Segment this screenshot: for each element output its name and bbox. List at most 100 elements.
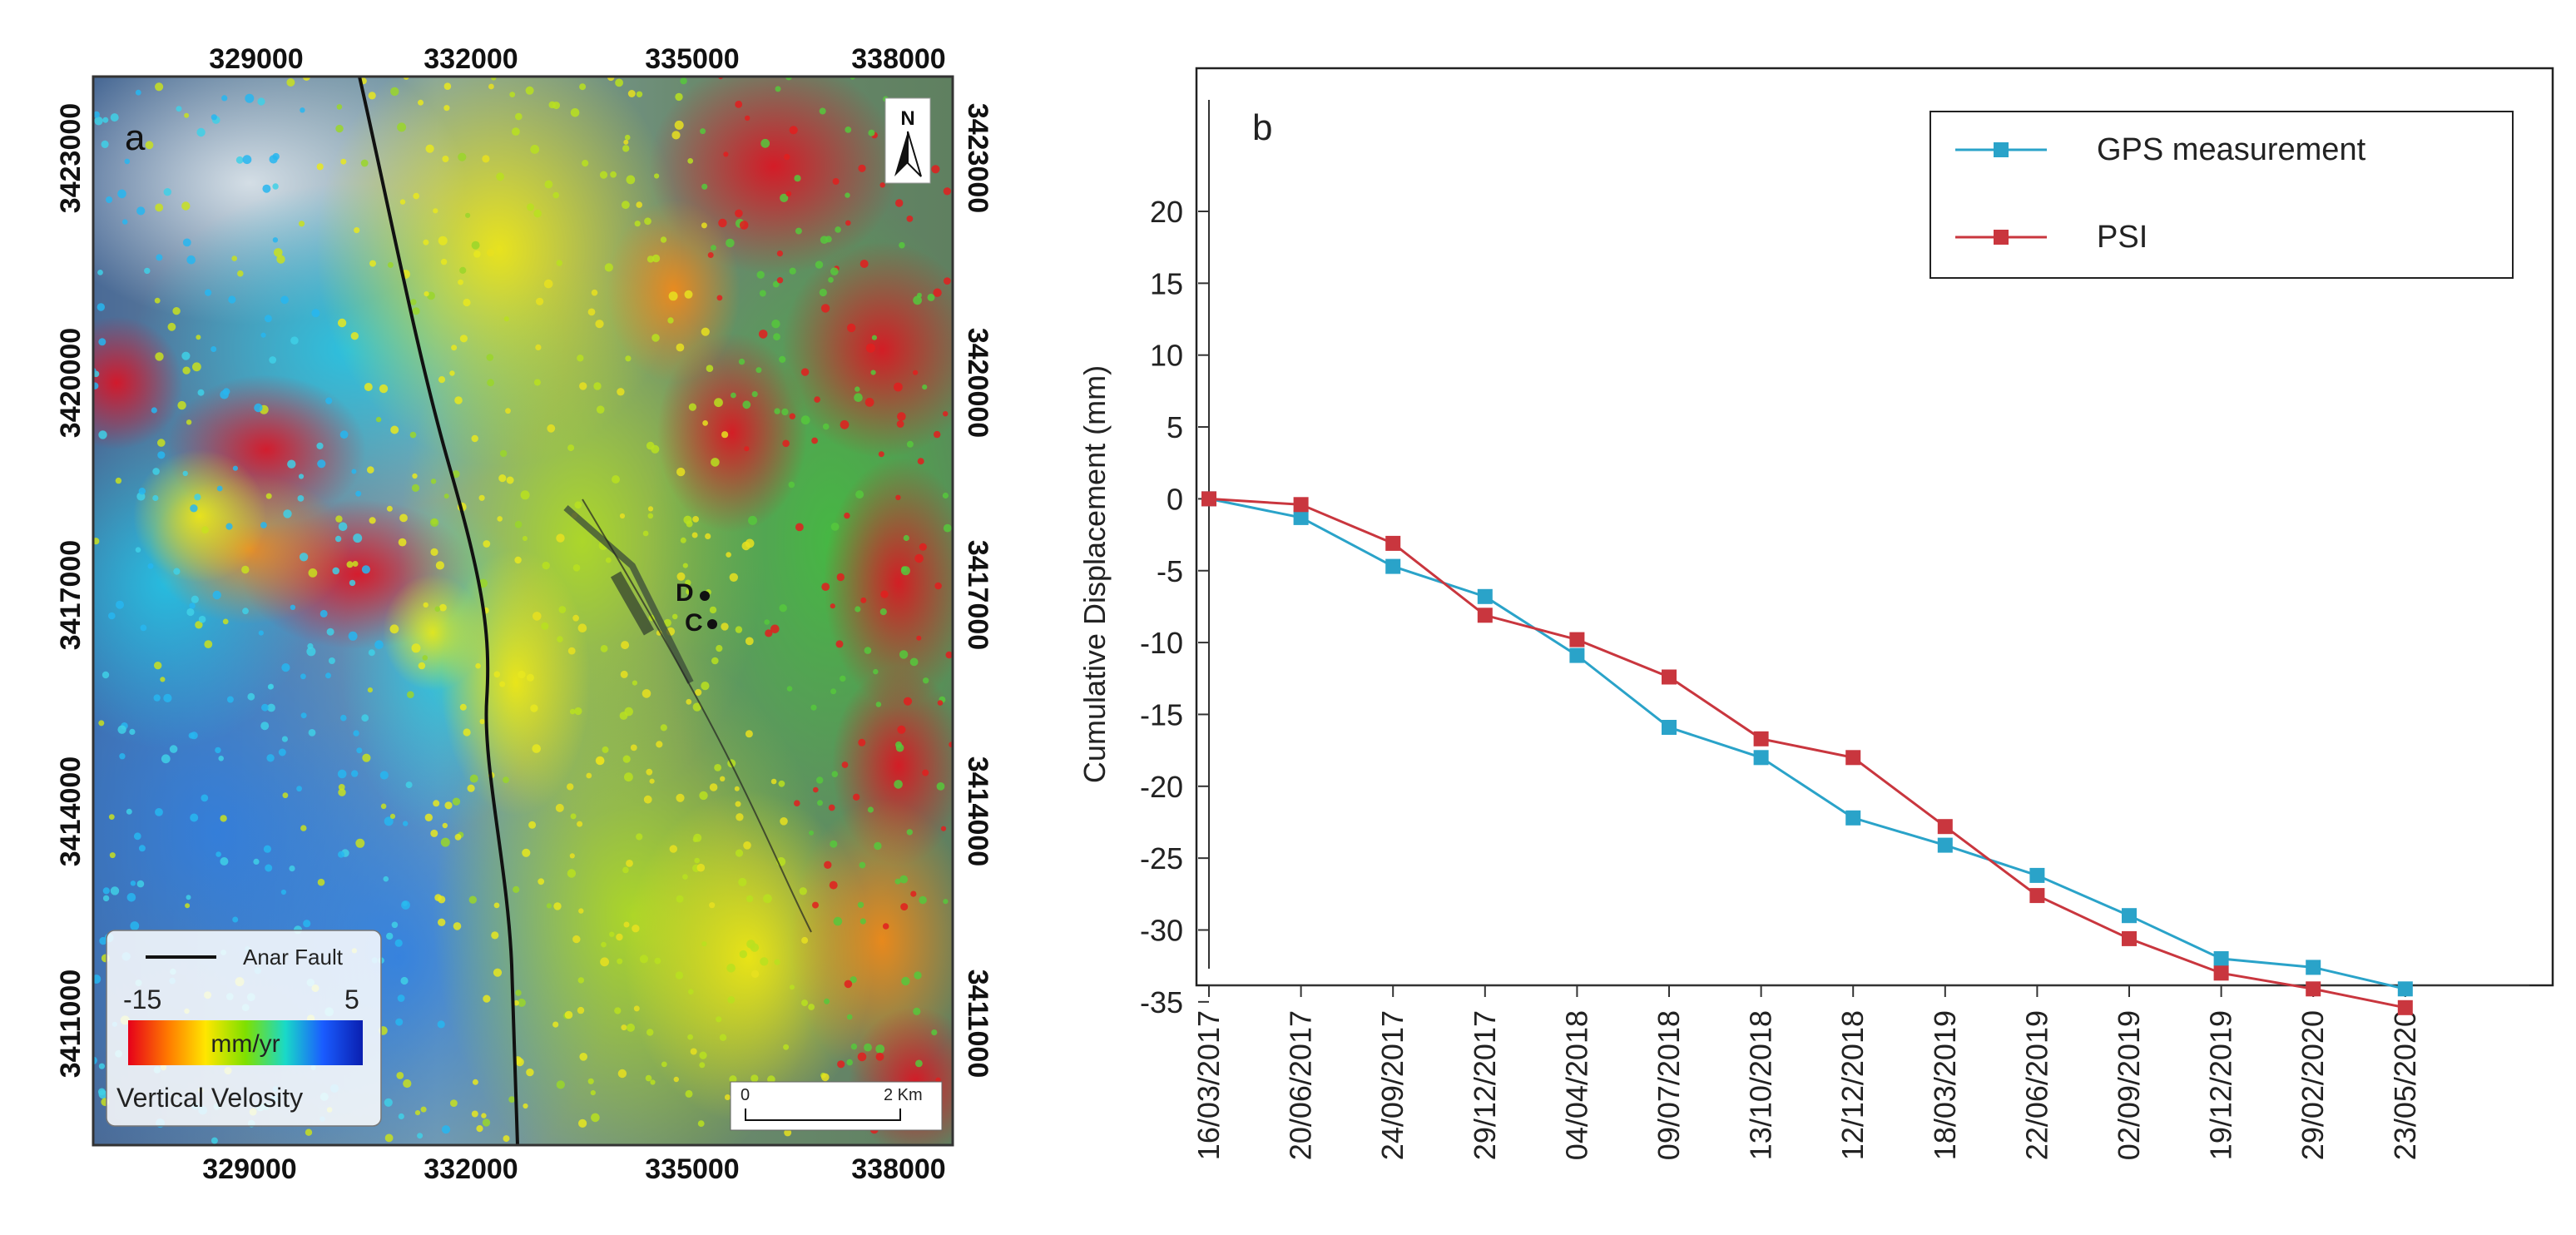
ps-point [151, 407, 157, 414]
ps-point [646, 255, 655, 263]
ps-point [622, 201, 630, 210]
ps-point [411, 643, 421, 653]
ps-point [673, 1076, 679, 1083]
ps-point [901, 976, 910, 986]
ps-point [532, 744, 541, 753]
ps-point [396, 1072, 404, 1079]
y-tick-label: -25 [1140, 841, 1183, 875]
ps-point [582, 160, 589, 167]
map-x-tick-top-335000: 335000 [645, 43, 739, 75]
ps-point [699, 1062, 706, 1069]
ps-point [335, 124, 344, 133]
psi-data-point [1937, 819, 1953, 835]
ps-point [785, 191, 792, 197]
ps-point [570, 813, 577, 820]
ps-point [855, 490, 864, 499]
ps-point [601, 941, 607, 948]
ps-point [390, 425, 399, 434]
ps-point [626, 175, 636, 185]
ps-point [155, 352, 164, 361]
ps-point [450, 1099, 458, 1107]
ps-point [835, 226, 841, 233]
ps-point [190, 813, 199, 822]
ps-point [623, 139, 629, 145]
ps-point [444, 801, 453, 810]
ps-point [400, 976, 409, 985]
ps-point [353, 533, 363, 543]
ps-point [810, 704, 817, 711]
ps-point [222, 388, 230, 395]
legend-title: Vertical Velosity [116, 1083, 303, 1113]
ps-point [895, 199, 904, 207]
ps-point [544, 180, 553, 189]
ps-point [189, 603, 196, 609]
gps-data-point [1385, 558, 1401, 574]
ps-point [864, 398, 874, 407]
ps-point [222, 618, 229, 625]
ps-point [452, 470, 460, 479]
ps-point [682, 563, 688, 568]
ps-point [860, 597, 867, 603]
ps-point [699, 791, 708, 801]
ps-point [709, 902, 716, 909]
ps-point [774, 408, 780, 414]
ps-point [194, 494, 201, 501]
ps-point [488, 83, 494, 90]
ps-point [361, 714, 369, 722]
ps-point [870, 370, 876, 375]
ps-point [621, 641, 630, 650]
ps-point [424, 813, 433, 821]
ps-point [685, 1089, 693, 1098]
ps-point [578, 908, 584, 914]
ps-point [746, 895, 754, 903]
ps-point [751, 970, 760, 979]
ps-point [808, 1004, 815, 1010]
ps-point [577, 821, 583, 827]
ps-point [800, 368, 810, 376]
ps-point [719, 1034, 727, 1041]
ps-point [660, 724, 667, 732]
ps-point [936, 782, 945, 791]
ps-point [352, 561, 359, 567]
ps-point [674, 120, 684, 130]
ps-point [627, 90, 636, 97]
ps-point [651, 254, 661, 263]
map-y-tick-right-3420000: 3420000 [962, 328, 993, 438]
ps-point [855, 606, 861, 613]
x-tick-label: 22/06/2019 [2019, 1010, 2053, 1160]
ps-point [287, 459, 296, 469]
ps-point [157, 451, 166, 459]
ps-point [116, 600, 124, 609]
ps-point [198, 615, 206, 623]
ps-point [775, 86, 781, 92]
ps-point [558, 606, 567, 613]
ps-point [300, 673, 306, 680]
ps-point [367, 687, 373, 693]
ps-point [418, 99, 424, 106]
ps-point [711, 245, 716, 251]
ps-point [503, 316, 509, 322]
ps-point [320, 609, 328, 618]
legend-max-value: 5 [344, 985, 359, 1014]
ps-point [763, 894, 772, 904]
psi-data-point [1569, 632, 1585, 647]
ps-point [336, 104, 343, 110]
ps-point [430, 518, 439, 528]
ps-point [859, 260, 869, 268]
ps-point [711, 657, 719, 665]
ps-point [617, 958, 623, 965]
ps-point [780, 817, 788, 826]
ps-point [721, 431, 729, 439]
x-tick-label: 12/12/2018 [1835, 1010, 1870, 1160]
ps-point [305, 1128, 313, 1136]
ps-point [660, 236, 667, 243]
ps-point [282, 792, 289, 799]
ps-point [145, 141, 154, 150]
ps-point [755, 367, 762, 374]
ps-point [503, 776, 509, 783]
ps-point [840, 419, 850, 429]
ps-point [280, 295, 289, 305]
ps-point [138, 845, 146, 852]
ps-point [386, 505, 393, 512]
ps-point [556, 533, 565, 543]
